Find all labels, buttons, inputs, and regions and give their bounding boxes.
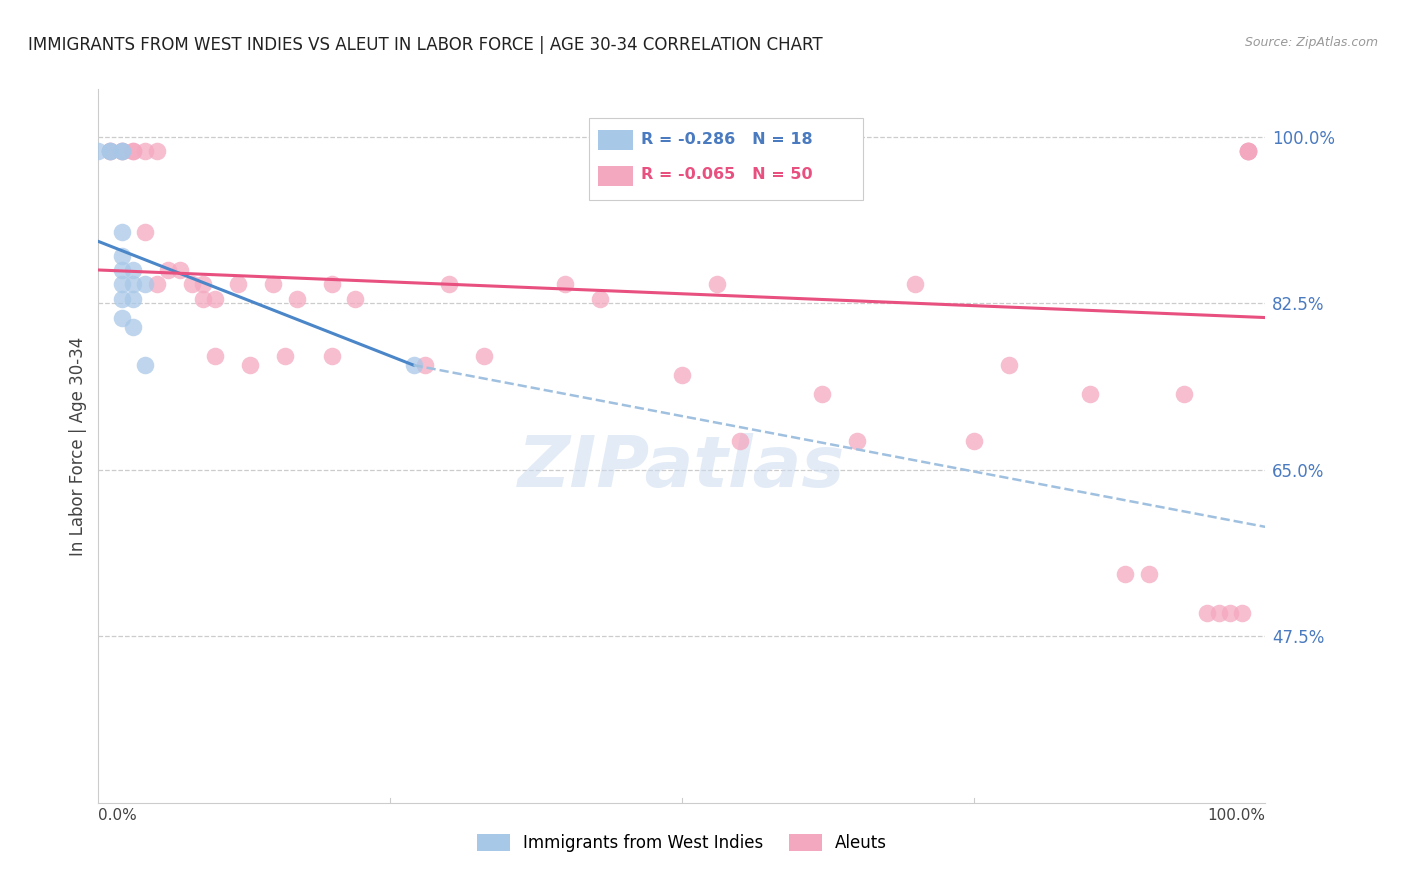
Point	[262, 277, 284, 292]
Point	[402, 358, 425, 372]
Point	[1173, 386, 1195, 401]
Point	[1237, 144, 1260, 158]
Point	[122, 144, 145, 158]
Point	[1195, 606, 1218, 620]
Point	[1237, 144, 1260, 158]
Point	[122, 292, 145, 306]
Point	[134, 144, 156, 158]
Point	[146, 277, 169, 292]
Point	[1230, 606, 1253, 620]
Point	[997, 358, 1019, 372]
Point	[413, 358, 436, 372]
Point	[111, 263, 134, 277]
Point	[134, 277, 156, 292]
Point	[811, 386, 834, 401]
Point	[904, 277, 927, 292]
Point	[671, 368, 693, 382]
FancyBboxPatch shape	[598, 166, 633, 186]
Point	[706, 277, 728, 292]
Point	[111, 144, 134, 158]
Text: 0.0%: 0.0%	[98, 807, 138, 822]
Point	[111, 225, 134, 239]
Point	[122, 277, 145, 292]
Point	[111, 310, 134, 325]
Point	[111, 144, 134, 158]
Point	[134, 225, 156, 239]
Point	[589, 292, 612, 306]
Point	[111, 277, 134, 292]
Point	[111, 292, 134, 306]
Text: ZIPatlas: ZIPatlas	[519, 433, 845, 502]
Point	[98, 144, 121, 158]
Point	[87, 144, 110, 158]
Y-axis label: In Labor Force | Age 30-34: In Labor Force | Age 30-34	[69, 336, 87, 556]
Point	[204, 292, 226, 306]
Point	[111, 249, 134, 263]
Point	[1237, 144, 1260, 158]
Point	[111, 144, 134, 158]
Point	[134, 358, 156, 372]
Text: Source: ZipAtlas.com: Source: ZipAtlas.com	[1244, 36, 1378, 49]
Point	[846, 434, 869, 449]
Point	[437, 277, 460, 292]
Point	[157, 263, 180, 277]
Text: IMMIGRANTS FROM WEST INDIES VS ALEUT IN LABOR FORCE | AGE 30-34 CORRELATION CHAR: IMMIGRANTS FROM WEST INDIES VS ALEUT IN …	[28, 36, 823, 54]
FancyBboxPatch shape	[598, 130, 633, 150]
Point	[1208, 606, 1230, 620]
Text: R = -0.065   N = 50: R = -0.065 N = 50	[641, 168, 813, 182]
Point	[285, 292, 308, 306]
Point	[962, 434, 984, 449]
Point	[204, 349, 226, 363]
Point	[111, 144, 134, 158]
Point	[321, 349, 343, 363]
Point	[730, 434, 752, 449]
Point	[98, 144, 121, 158]
Point	[1114, 567, 1136, 582]
Point	[321, 277, 343, 292]
Text: R = -0.286   N = 18: R = -0.286 N = 18	[641, 132, 813, 146]
Point	[98, 144, 121, 158]
Legend: Immigrants from West Indies, Aleuts: Immigrants from West Indies, Aleuts	[470, 827, 894, 859]
FancyBboxPatch shape	[589, 118, 863, 200]
Point	[122, 320, 145, 334]
Point	[1080, 386, 1102, 401]
Point	[169, 263, 191, 277]
Point	[274, 349, 297, 363]
Point	[228, 277, 250, 292]
Point	[1137, 567, 1160, 582]
Point	[472, 349, 495, 363]
Point	[122, 144, 145, 158]
Point	[180, 277, 202, 292]
Point	[98, 144, 121, 158]
Point	[193, 277, 215, 292]
Point	[1219, 606, 1241, 620]
Text: 100.0%: 100.0%	[1208, 807, 1265, 822]
Point	[146, 144, 169, 158]
Point	[239, 358, 262, 372]
Point	[1237, 144, 1260, 158]
Point	[193, 292, 215, 306]
Point	[554, 277, 576, 292]
Point	[122, 263, 145, 277]
Point	[344, 292, 367, 306]
